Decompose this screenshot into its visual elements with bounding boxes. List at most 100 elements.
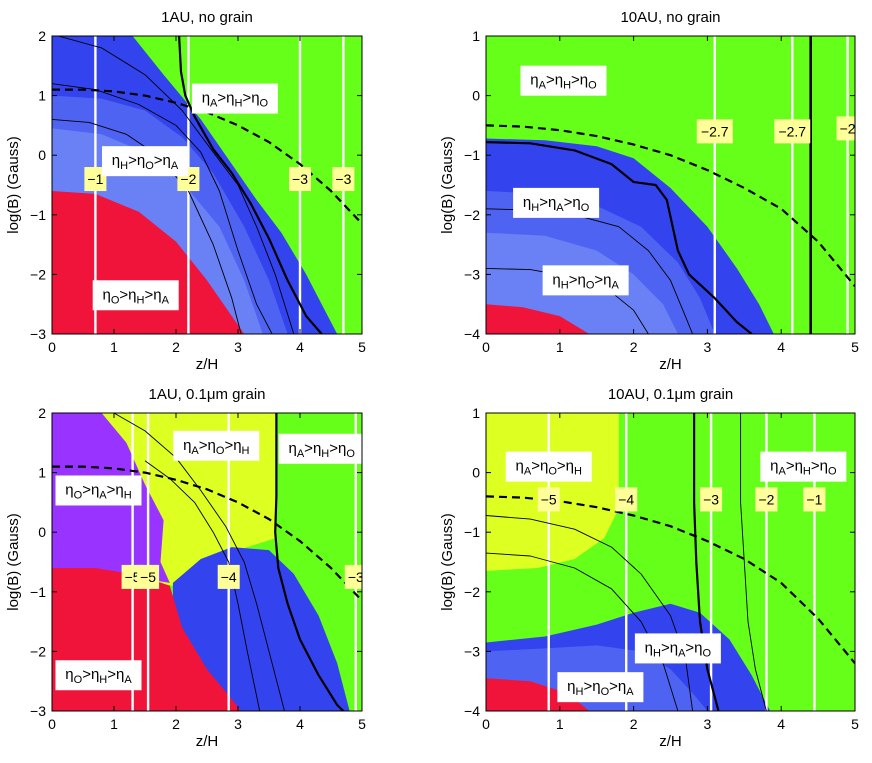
greater-than: > xyxy=(609,678,618,695)
x-tick-label: 4 xyxy=(296,339,304,355)
y-tick-label: 2 xyxy=(38,405,46,421)
region-label-text: ηH>ηA>ηO xyxy=(523,194,590,214)
region-label-text: ηA>ηH>ηO xyxy=(530,72,597,92)
contour-curve xyxy=(274,413,345,711)
x-tick-label: 2 xyxy=(172,339,180,355)
eta-symbol: η xyxy=(128,286,136,303)
region-label-text: ηA>ηH>ηO xyxy=(288,440,355,460)
greater-than: > xyxy=(546,72,555,89)
eta-symbol: η xyxy=(516,458,524,475)
contour-label: −3 xyxy=(348,569,364,585)
region-label-aoh: ηA>ηO>ηH xyxy=(505,451,592,482)
greater-than: > xyxy=(217,90,226,107)
greater-than: > xyxy=(119,286,128,303)
y-tick-label: 0 xyxy=(38,524,46,540)
greater-than: > xyxy=(564,194,573,211)
eta-subscript: A xyxy=(626,686,634,698)
region-label-aoh: ηA>ηO>ηH xyxy=(173,430,260,461)
contour-curve xyxy=(693,413,720,711)
greater-than: > xyxy=(82,666,91,683)
greater-than: > xyxy=(154,152,163,169)
axes-frame xyxy=(51,412,363,712)
x-tick-label: 2 xyxy=(172,716,180,732)
contour-curve xyxy=(178,36,323,334)
eta-subscript: H xyxy=(561,279,569,291)
y-tick-label: −1 xyxy=(30,584,46,600)
eta-symbol: η xyxy=(116,666,124,683)
greater-than: > xyxy=(569,271,578,288)
eta-symbol: η xyxy=(552,271,560,288)
panel-4: −5 −4 −3 −2 −1ηA>ηO>ηH ηA>ηH>ηOηH>ηA>ηOηH>ηO>… xyxy=(439,386,859,750)
region-label-aho: ηA>ηH>ηO xyxy=(520,65,607,96)
greater-than: > xyxy=(661,639,670,656)
eta-subscript: H xyxy=(574,466,582,478)
greater-than: > xyxy=(583,678,592,695)
eta-subscript: H xyxy=(563,80,571,92)
greater-than: > xyxy=(304,440,313,457)
x-tick-label: 2 xyxy=(630,339,638,355)
eta-symbol: η xyxy=(548,194,556,211)
panel-title: 1AU, 0.1μm grain xyxy=(148,386,265,403)
eta-symbol: η xyxy=(91,666,99,683)
x-tick-label: 5 xyxy=(851,716,859,732)
eta-symbol: η xyxy=(572,194,580,211)
x-tick-label: 1 xyxy=(556,339,564,355)
greater-than: > xyxy=(224,437,233,454)
greater-than: > xyxy=(107,666,116,683)
y-tick-label: 1 xyxy=(472,28,480,44)
contour-label: −2.7 xyxy=(701,123,729,139)
greater-than: > xyxy=(199,437,208,454)
region-label-box xyxy=(760,451,847,482)
eta-symbol: η xyxy=(251,90,259,107)
x-tick-label: 5 xyxy=(358,716,366,732)
eta-subscript: O xyxy=(145,160,154,172)
x-tick-label: 4 xyxy=(296,716,304,732)
contour-label: −2.7 xyxy=(778,123,806,139)
eta-symbol: η xyxy=(137,152,145,169)
eta-subscript: H xyxy=(576,686,584,698)
y-tick-label: 0 xyxy=(472,465,480,481)
eta-subscript: A xyxy=(539,80,547,92)
eta-symbol: η xyxy=(183,437,191,454)
eta-symbol: η xyxy=(313,440,321,457)
eta-symbol: η xyxy=(202,90,210,107)
region-label-box xyxy=(278,433,362,464)
region-label-hoa: ηH>ηO>ηA xyxy=(542,265,629,296)
eta-subscript: H xyxy=(120,160,128,172)
region-label-box xyxy=(92,280,179,311)
contour-label-box xyxy=(696,119,733,144)
region-red xyxy=(486,304,590,334)
eta-symbol: η xyxy=(163,152,171,169)
y-tick-label: −3 xyxy=(30,326,46,342)
eta-subscript: O xyxy=(601,686,610,698)
region-label-hao: ηH>ηA>ηO xyxy=(513,187,600,218)
eta-subscript: H xyxy=(99,674,107,686)
y-axis-label: log(B) (Gauss) xyxy=(5,136,22,234)
eta-subscript: O xyxy=(828,466,837,478)
eta-subscript: O xyxy=(111,294,120,306)
region-label-box xyxy=(542,265,629,296)
x-tick-label: 3 xyxy=(704,716,712,732)
region-label-box xyxy=(634,633,721,664)
panel-3: −5 −5 −4 −3ηA>ηO>ηH ηA>ηH>ηOηO>ηA>ηHηO>ηH>ηA… xyxy=(5,386,366,750)
eta-subscript: O xyxy=(586,279,595,291)
region-label-hoa: ηH>ηO>ηA xyxy=(102,146,188,177)
region-label-box xyxy=(513,187,600,218)
greater-than: > xyxy=(571,72,580,89)
eta-subscript: A xyxy=(524,466,532,478)
eta-subscript: O xyxy=(703,647,712,659)
x-tick-label: 1 xyxy=(110,716,118,732)
y-tick-label: 1 xyxy=(38,465,46,481)
y-tick-label: −3 xyxy=(464,643,480,659)
region-red xyxy=(486,678,590,711)
eta-symbol: η xyxy=(645,639,653,656)
eta-symbol: η xyxy=(112,152,120,169)
region-label-text: ηO>ηH>ηA xyxy=(65,666,132,686)
y-tick-label: −1 xyxy=(464,147,480,163)
eta-symbol: η xyxy=(820,458,828,475)
eta-subscript: H xyxy=(531,202,539,214)
eta-subscript: O xyxy=(346,448,355,460)
